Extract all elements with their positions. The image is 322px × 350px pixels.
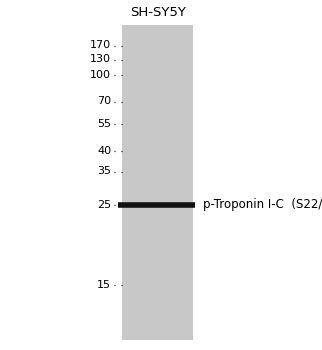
Text: 55: 55 xyxy=(97,119,111,129)
Text: 15: 15 xyxy=(97,280,111,290)
Text: 25: 25 xyxy=(97,200,111,210)
Text: 100: 100 xyxy=(90,70,111,80)
Text: 35: 35 xyxy=(97,167,111,176)
Bar xyxy=(122,25,193,339)
Text: 40: 40 xyxy=(97,146,111,156)
Text: p-Troponin I-C  (S22/S23): p-Troponin I-C (S22/S23) xyxy=(203,198,322,211)
Text: SH-SY5Y: SH-SY5Y xyxy=(130,6,186,19)
Text: 170: 170 xyxy=(90,41,111,50)
Text: 130: 130 xyxy=(90,55,111,64)
Text: 70: 70 xyxy=(97,97,111,106)
